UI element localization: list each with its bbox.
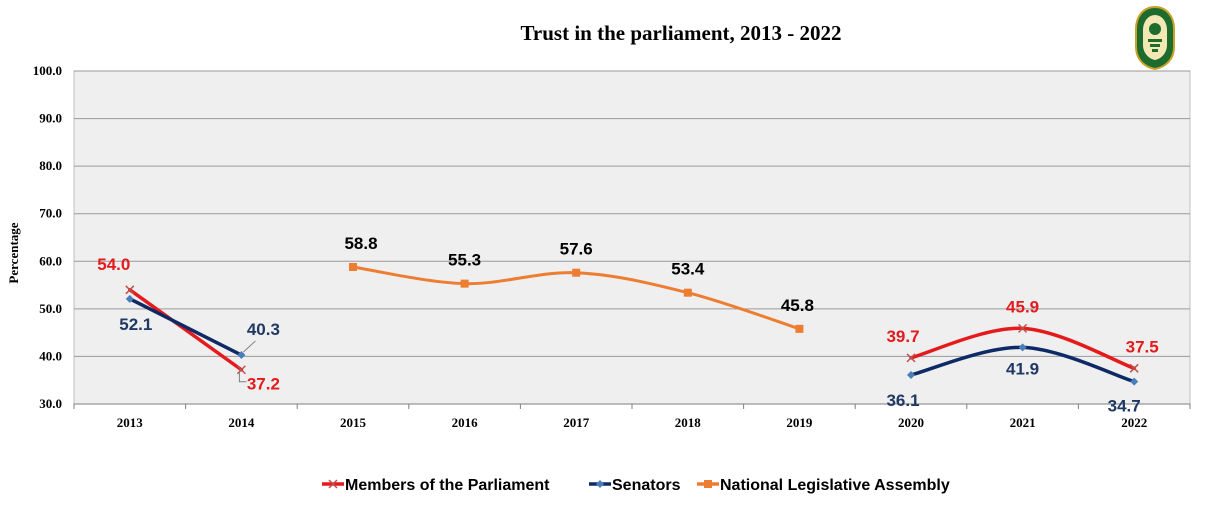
data-point: [1130, 377, 1139, 386]
y-axis-label: Percentage: [6, 222, 21, 283]
x-tick-label: 2016: [452, 415, 479, 430]
y-tick-label: 100.0: [33, 63, 62, 78]
chart-title: Trust in the parliament, 2013 - 2022: [520, 21, 841, 45]
legend-label: Members of the Parliament: [345, 477, 550, 494]
x-tick-label: 2020: [898, 415, 924, 430]
data-label: 54.0: [97, 255, 130, 274]
leader-line: [238, 371, 247, 383]
data-label: 45.9: [1006, 297, 1039, 316]
axis-layer: 30.0 40.0 50.0 60.0 70.0 80.0 90.0 100.0 2013 201…: [33, 63, 1191, 430]
data-point: [349, 262, 357, 271]
data-point: [907, 370, 915, 379]
data-label: 58.8: [344, 234, 377, 253]
data-label: 34.7: [1108, 397, 1141, 416]
data-label: 37.2: [247, 375, 280, 394]
data-label: 53.4: [671, 260, 705, 279]
series-line-0-segment-0: [128, 288, 244, 372]
data-point: [683, 288, 692, 297]
x-tick-label: 2015: [340, 415, 367, 430]
data-label: 36.1: [886, 391, 919, 410]
data-point: [906, 353, 916, 363]
data-point: [1129, 363, 1139, 373]
data-point: [1018, 343, 1027, 352]
data-label: 45.8: [781, 296, 814, 315]
data-point: [795, 324, 804, 333]
data-point: [1018, 323, 1028, 333]
x-tick-label: 2021: [1010, 415, 1036, 430]
data-point: [237, 351, 246, 360]
data-label: 55.3: [448, 251, 481, 270]
data-point: [236, 365, 246, 375]
series-layer: [125, 262, 1139, 386]
legend-item-0: Members of the Parliament: [322, 477, 550, 494]
data-label: 39.7: [886, 327, 919, 346]
y-tick-label: 40.0: [39, 348, 62, 363]
institution-seal-logo: [1135, 5, 1175, 71]
x-tick-label: 2017: [563, 415, 590, 430]
leader-line: [243, 340, 256, 353]
y-tick-label: 50.0: [39, 301, 62, 316]
data-point: [125, 294, 134, 303]
grid-layer: [73, 70, 1191, 405]
legend-marker: [596, 480, 604, 488]
data-point: [125, 285, 135, 295]
y-tick-label: 30.0: [39, 396, 62, 411]
legend-item-1: Senators: [589, 477, 681, 494]
data-point: [572, 268, 581, 277]
data-label: 40.3: [247, 320, 280, 339]
data-label-layer: 54.0 37.2 39.7 45.9 37.5 52.1 40.3 36.1 41.9 34.7…: [97, 234, 1158, 416]
x-tick-label: 2014: [228, 415, 255, 430]
data-label: 37.5: [1126, 337, 1159, 356]
legend-label: Senators: [612, 477, 681, 494]
legend-item-2: National Legislative Assembly: [697, 477, 950, 494]
data-label: 57.6: [560, 240, 593, 259]
data-label: 41.9: [1006, 359, 1039, 378]
legend: Members of the Parliament Senators Nationa…: [322, 477, 950, 494]
legend-marker: [328, 479, 338, 489]
x-tick-label: 2019: [786, 415, 813, 430]
x-tick-label: 2022: [1121, 415, 1147, 430]
data-point: [460, 279, 469, 288]
series-line-1-segment-0: [128, 297, 244, 357]
x-tick-label: 2013: [117, 415, 144, 430]
legend-marker: [704, 480, 712, 488]
y-tick-label: 80.0: [39, 158, 62, 173]
y-tick-label: 90.0: [39, 111, 62, 126]
data-label: 52.1: [119, 315, 152, 334]
x-tick-label: 2018: [675, 415, 702, 430]
y-tick-label: 70.0: [39, 206, 62, 221]
legend-label: National Legislative Assembly: [720, 477, 950, 494]
y-tick-label: 60.0: [39, 253, 62, 268]
